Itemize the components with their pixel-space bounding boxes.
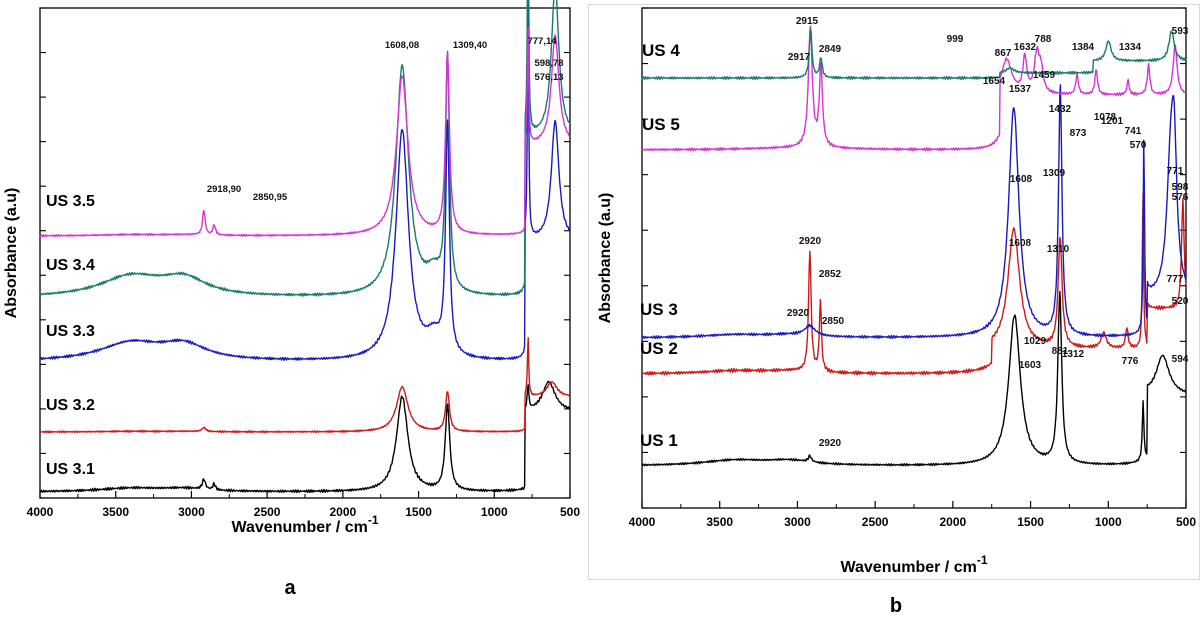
chart-a-series-label: US 3.1	[46, 461, 95, 478]
chart-b-peak-annotation: 1309	[1043, 168, 1066, 179]
chart-b-x-tick-label: 2500	[862, 515, 889, 529]
chart-b-peak-annotation: 1632	[1014, 42, 1037, 53]
chart-b-peak-annotation: 1201	[1101, 116, 1124, 127]
chart-b-peak-annotation: 1459	[1033, 70, 1056, 81]
chart-a-x-tick-label: 1000	[481, 505, 508, 519]
chart-a-peak-annotation: 598,78	[534, 58, 563, 69]
chart-b-peak-annotation: 2915	[796, 16, 819, 27]
chart-b-peak-annotation: 1029	[1024, 336, 1047, 347]
chart-a-series-label: US 3.3	[46, 323, 95, 340]
chart-a-x-tick-label: 3000	[178, 505, 205, 519]
chart-b-x-tick-label: 1000	[1095, 515, 1122, 529]
chart-b-peak-annotation: 776	[1122, 356, 1139, 367]
chart-b-peak-annotation: 1432	[1049, 104, 1072, 115]
chart-b-x-tick-label: 4000	[629, 515, 656, 529]
chart-b-peak-annotation: 570	[1130, 140, 1147, 151]
chart-b-panel-letter: b	[890, 595, 902, 617]
chart-b-peak-annotation: 1608	[1010, 174, 1033, 185]
chart-b-peak-annotation: 1310	[1047, 244, 1070, 255]
chart-b-x-tick-label: 2000	[940, 515, 967, 529]
chart-a-x-tick-label: 1500	[405, 505, 432, 519]
chart-b-peak-annotation: 1334	[1119, 42, 1142, 53]
chart-a-series-label: US 3.4	[46, 257, 95, 274]
chart-b-peak-annotation: 2920	[787, 308, 810, 319]
chart-b-peak-annotation: 520	[1172, 296, 1189, 307]
chart-b-peak-annotation: 1384	[1072, 42, 1095, 53]
chart-a-series-label: US 3.5	[46, 193, 95, 210]
chart-b-peak-annotation: 1654	[983, 76, 1006, 87]
chart-b-peak-annotation: 2917	[788, 52, 811, 63]
chart-b-peak-annotation: 2920	[799, 236, 822, 247]
chart-a-peak-annotation: 2918,90	[207, 184, 241, 195]
chart-b-series-label: US 5	[642, 115, 680, 134]
chart-a-series-line-us-3-5	[39, 26, 571, 238]
chart-b-peak-annotation: 873	[1070, 128, 1087, 139]
chart-b-series-line-us-2	[641, 192, 1187, 376]
chart-a-series-line-us-3-2	[39, 337, 571, 434]
chart-a-x-tick-label: 500	[560, 505, 580, 519]
chart-a-series-line-us-3-3	[39, 0, 571, 361]
chart-b-series-label: US 2	[640, 339, 678, 358]
chart-b-y-axis-label: Absorbance (a.u)	[597, 193, 614, 324]
chart-a-peak-annotation: 576,13	[534, 72, 563, 83]
chart-b-peak-annotation: 1078	[1094, 112, 1117, 123]
chart-a-x-tick-label: 2000	[330, 505, 357, 519]
chart-a-peak-annotation: 777,14	[527, 36, 557, 47]
chart-a-x-tick-label: 2500	[254, 505, 281, 519]
chart-b-peak-annotation: 1603	[1019, 360, 1042, 371]
chart-b-series-label: US 4	[642, 41, 680, 60]
chart-b-peak-annotation: 999	[947, 34, 964, 45]
chart-b-peak-annotation: 741	[1125, 126, 1142, 137]
chart-a-peak-annotation: 2850,95	[253, 192, 288, 203]
chart-b-series-line-us-3	[641, 84, 1187, 340]
chart-b-x-tick-label: 3500	[706, 515, 733, 529]
chart-a-x-tick-label: 3500	[102, 505, 129, 519]
chart-b-peak-annotation: 881	[1052, 346, 1069, 357]
chart-b-x-tick-label: 3000	[784, 515, 811, 529]
chart-b-peak-annotation: 771	[1167, 166, 1184, 177]
chart-b-plot-frame	[641, 7, 1187, 509]
chart-b-peak-annotation: 777	[1167, 274, 1184, 285]
chart-b-peak-annotation: 1537	[1009, 84, 1032, 95]
chart-b-series-line-us-1	[641, 290, 1187, 467]
chart-b-peak-annotation: 593	[1172, 26, 1189, 37]
chart-a-panel-letter: a	[284, 577, 296, 599]
chart-a-x-axis-label: Wavenumber / cm-1	[231, 513, 378, 536]
chart-b: 4000 3500 3000 2500 2000 1500 1000 500 Wavenumbe…	[597, 7, 1196, 617]
chart-b-x-tick-label: 500	[1176, 515, 1196, 529]
chart-b-peak-annotation: 2850	[822, 316, 845, 327]
chart-b-peak-annotation: 2852	[819, 269, 842, 280]
chart-b-x-tick-label: 1500	[1017, 515, 1044, 529]
chart-b-series-line-us-4	[641, 28, 1187, 81]
chart-b-peak-annotation: 867	[995, 48, 1012, 59]
chart-b-peak-annotation: 2849	[819, 44, 842, 55]
chart-b-series-line-us-5	[641, 25, 1187, 152]
chart-a-x-tick-label: 4000	[27, 505, 54, 519]
chart-b-peak-annotation: 576	[1172, 192, 1189, 203]
chart-b-series-label: US 1	[640, 431, 678, 450]
chart-b-peak-annotation: 598	[1172, 182, 1189, 193]
chart-a-series-label: US 3.2	[46, 397, 95, 414]
chart-b-peak-annotation: 2920	[819, 438, 842, 449]
chart-b-peak-annotation: 594	[1172, 354, 1189, 365]
chart-b-peak-annotation: 1608	[1009, 238, 1032, 249]
chart-b-series-label: US 3	[640, 300, 678, 319]
chart-a-peak-annotation: 1608,08	[385, 40, 419, 51]
chart-a-y-axis-label: Absorbance (a.u)	[3, 188, 20, 319]
chart-a-plot-frame	[39, 7, 571, 499]
chart-b-peak-annotation: 788	[1035, 34, 1052, 45]
chart-a-series-line-us-3-1	[39, 380, 571, 494]
chart-b-peak-annotation: 1312	[1062, 349, 1085, 360]
chart-a: 4000 3500 3000 2500 2000 1500 1000 500 Wavenumbe…	[3, 0, 580, 599]
chart-b-x-axis-label: Wavenumber / cm-1	[840, 553, 987, 576]
chart-a-peak-annotation: 1309,40	[453, 40, 487, 51]
chart-a-series-line-us-3-4	[39, 0, 571, 297]
